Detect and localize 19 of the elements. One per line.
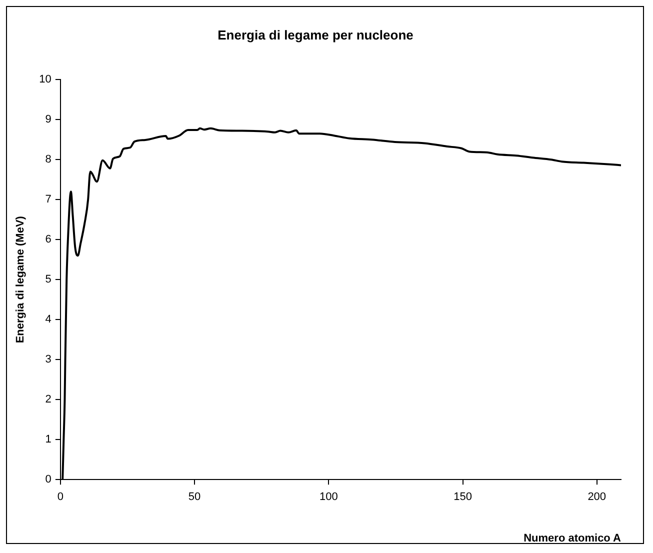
chart-title: Energia di legame per nucleone — [218, 27, 414, 42]
y-tick-label: 4 — [45, 314, 52, 326]
y-tick-label: 0 — [45, 474, 52, 486]
y-tick-label: 8 — [45, 154, 52, 166]
x-tick-label: 0 — [57, 491, 64, 504]
y-tick-label: 6 — [45, 234, 52, 246]
x-tick-label: 200 — [588, 491, 606, 504]
x-tick-label: 100 — [319, 491, 338, 504]
x-tick-label: 50 — [188, 491, 201, 504]
y-tick-label: 1 — [45, 434, 52, 446]
x-axis-title: Numero atomico A — [524, 532, 622, 544]
y-tick-label: 7 — [45, 194, 52, 206]
y-tick-label: 9 — [45, 114, 52, 126]
y-axis-title: Energia di legame (MeV) — [14, 216, 27, 344]
x-tick-label: 150 — [454, 491, 472, 504]
y-tick-label: 2 — [45, 394, 52, 406]
y-tick-label: 3 — [45, 354, 52, 366]
y-tick-label: 5 — [45, 274, 52, 286]
y-tick-label: 10 — [39, 74, 52, 86]
